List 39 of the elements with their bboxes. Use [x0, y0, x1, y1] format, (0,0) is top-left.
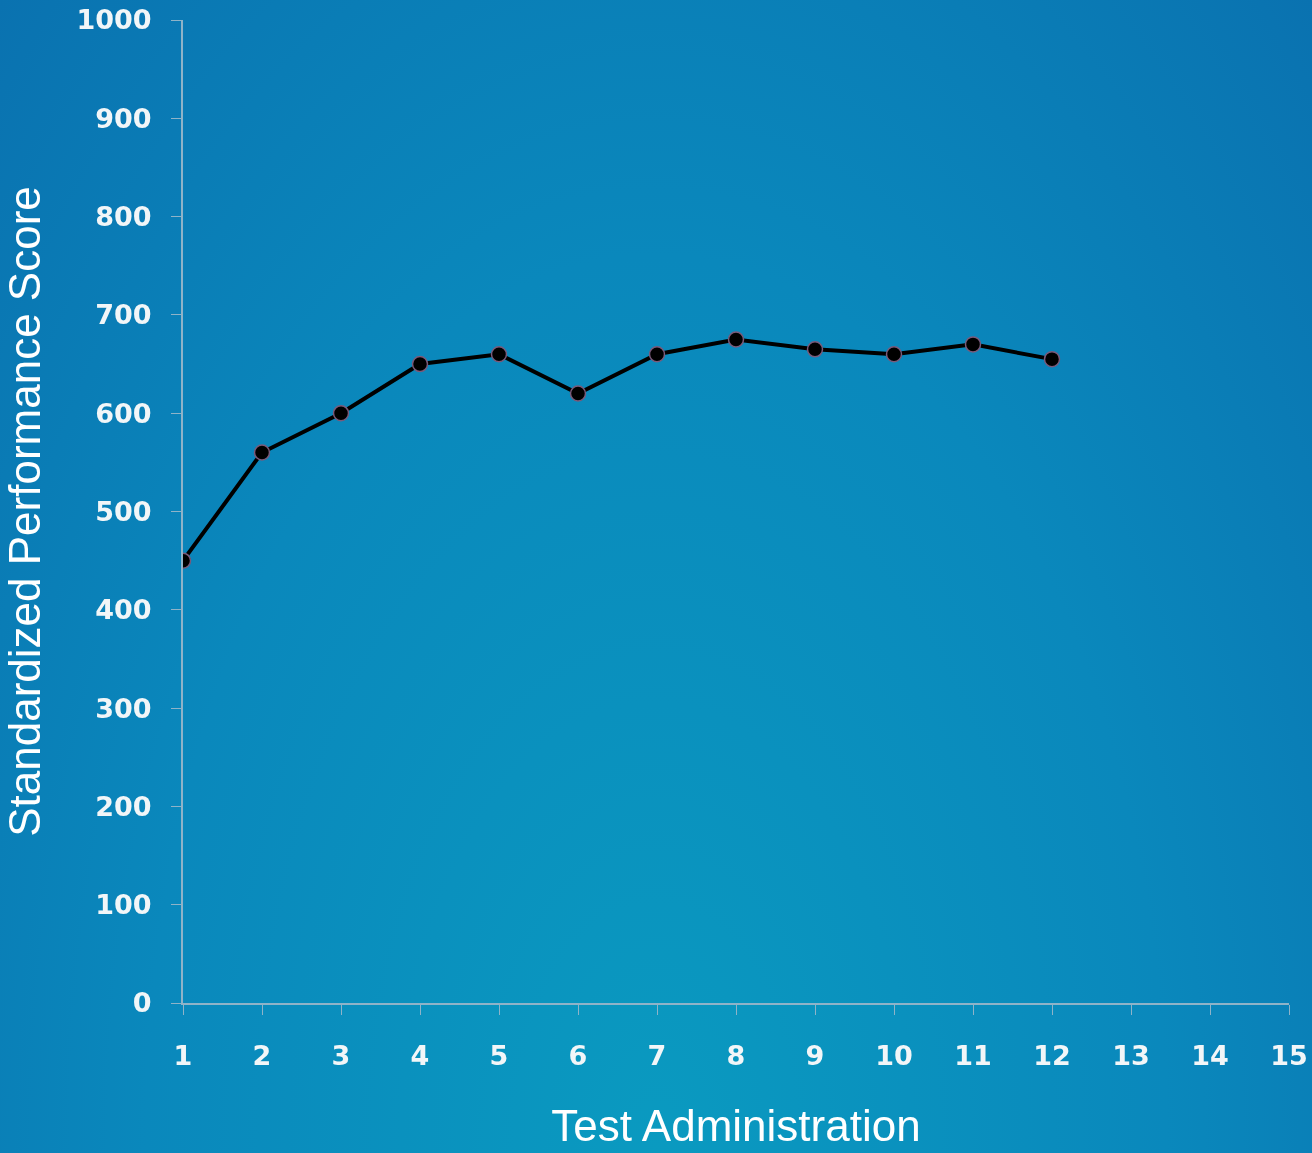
y-tick-label: 500 — [95, 495, 152, 527]
y-tick-label: 700 — [95, 299, 152, 331]
x-axis-title: Test Administration — [551, 1101, 921, 1151]
y-tick-label: 200 — [95, 790, 152, 822]
y-tick-label: 600 — [95, 397, 152, 429]
y-tick-label: 100 — [95, 889, 152, 921]
point — [648, 345, 666, 363]
x-tick-label: 4 — [410, 1040, 430, 1072]
y-tick-label: 0 — [132, 987, 152, 1019]
x-tick-label: 3 — [331, 1040, 351, 1072]
y-tick-label: 1000 — [76, 4, 152, 36]
point — [885, 345, 903, 363]
y-axis-title: Standardized Performance Score — [0, 186, 49, 837]
x-tick-label: 10 — [875, 1040, 913, 1072]
x-tick-label: 15 — [1270, 1040, 1308, 1072]
point — [727, 331, 745, 348]
x-tick-label: 7 — [647, 1040, 667, 1072]
point — [411, 355, 429, 373]
point — [569, 385, 587, 402]
x-tick-label: 14 — [1191, 1040, 1229, 1072]
x-tick-label: 6 — [568, 1040, 588, 1072]
x-tick-label: 2 — [252, 1040, 272, 1072]
x-tick-label: 9 — [805, 1040, 825, 1072]
point — [253, 444, 271, 461]
x-tick-label: 11 — [954, 1040, 992, 1072]
point — [806, 341, 824, 358]
x-tick-label: 12 — [1033, 1040, 1071, 1072]
y-tick-label: 300 — [95, 692, 152, 724]
x-tick-label: 13 — [1112, 1040, 1150, 1072]
x-tick-label: 5 — [489, 1040, 509, 1072]
y-tick-label: 400 — [95, 594, 152, 626]
x-tick-label: 8 — [726, 1040, 746, 1072]
y-tick-label: 900 — [95, 102, 152, 134]
y-tick-label: 800 — [95, 201, 152, 233]
point — [490, 345, 508, 363]
point — [964, 336, 982, 353]
point — [1043, 350, 1061, 368]
point — [332, 404, 350, 422]
x-tick-label: 1 — [173, 1040, 193, 1072]
